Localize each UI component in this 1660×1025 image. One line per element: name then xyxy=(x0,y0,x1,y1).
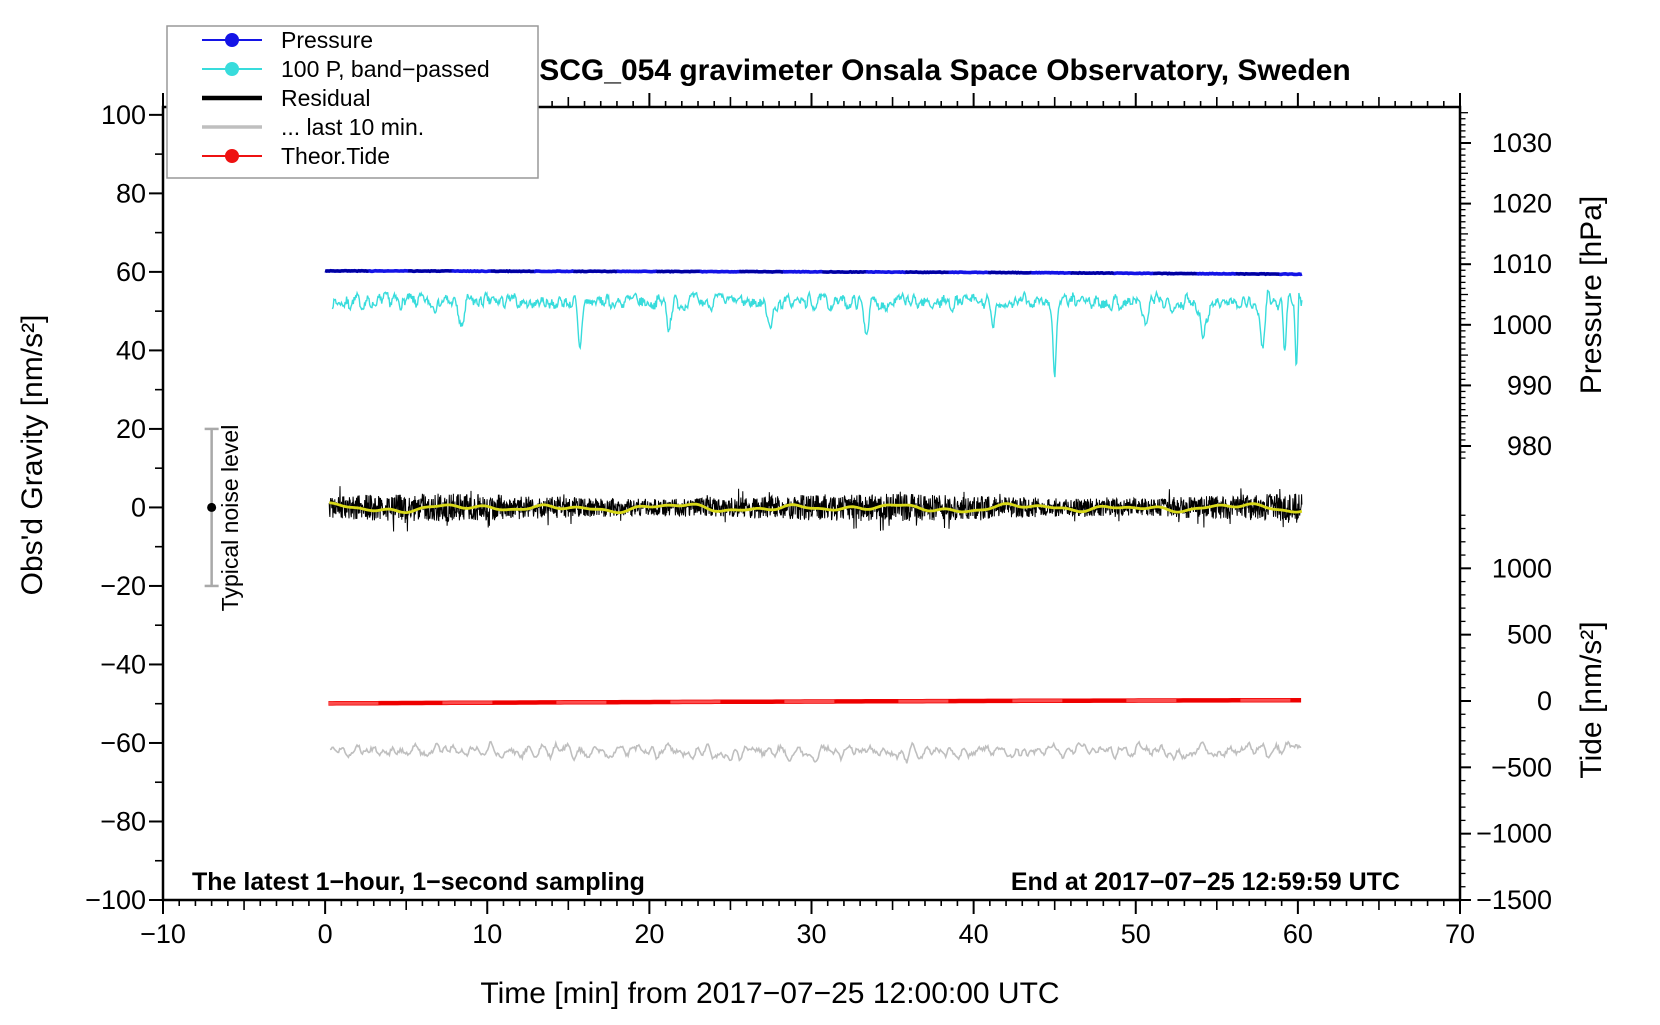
legend-sample-marker xyxy=(225,62,239,76)
x-tick-label: 70 xyxy=(1445,919,1475,949)
x-tick-label: 30 xyxy=(796,919,826,949)
pressure-axis-title: Pressure [hPa] xyxy=(1575,196,1608,394)
gravity-tick-label: −80 xyxy=(100,806,146,836)
end-time-annotation: End at 2017−07−25 12:59:59 UTC xyxy=(1011,868,1400,896)
x-tick-label: 60 xyxy=(1283,919,1313,949)
series-pressure xyxy=(324,268,1303,277)
x-tick-label: −10 xyxy=(140,919,186,949)
sampling-annotation: The latest 1−hour, 1−second sampling xyxy=(192,868,645,896)
gravity-tick-label: 0 xyxy=(131,492,146,522)
x-tick-label: 10 xyxy=(472,919,502,949)
x-axis-title: Time [min] from 2017−07−25 12:00:00 UTC xyxy=(480,977,1059,1010)
gravity-tick-label: 40 xyxy=(116,335,146,365)
series-band-passed xyxy=(331,289,1303,378)
series-last-10-min xyxy=(329,740,1302,764)
tide-tick-label: 0 xyxy=(1537,686,1552,716)
axis-tick-labels-layer: −10 0 10 20 30 40 50 60 70100806040200−20−40−60−… xyxy=(85,100,1552,949)
legend-item-label: ... last 10 min. xyxy=(281,114,424,140)
tide-axis-title: Tide [nm/s²] xyxy=(1575,621,1608,778)
gravity-tick-label: 80 xyxy=(116,178,146,208)
gravity-tick-label: −40 xyxy=(100,649,146,679)
noise-error-bar xyxy=(204,427,219,588)
tide-tick-label: 1000 xyxy=(1492,553,1552,583)
pressure-tick-label: 1000 xyxy=(1492,310,1552,340)
legend-sample-marker xyxy=(225,33,239,47)
gravity-axis-title: Obs'd Gravity [nm/s²] xyxy=(16,315,49,596)
chart-title: SCG_054 gravimeter Onsala Space Observat… xyxy=(539,54,1351,87)
tide-tick-label: −500 xyxy=(1491,752,1552,782)
legend-item-label: Theor.Tide xyxy=(281,143,390,169)
gravity-tick-label: −20 xyxy=(100,571,146,601)
series-theor-tide-markers xyxy=(328,698,1302,705)
legend-sample-marker xyxy=(225,149,239,163)
gravity-tick-label: 20 xyxy=(116,414,146,444)
pressure-tick-label: 1020 xyxy=(1492,189,1552,219)
gravity-tick-label: −100 xyxy=(85,885,146,915)
noise-bar-center-dot xyxy=(207,502,217,512)
gravity-tick-label: −60 xyxy=(100,728,146,758)
legend-item: 100 P, band−passed xyxy=(202,56,490,82)
pressure-tick-label: 990 xyxy=(1507,370,1552,400)
x-tick-label: 50 xyxy=(1121,919,1151,949)
x-tick-label: 40 xyxy=(959,919,989,949)
legend: Pressure 100 P, band−passed Residual ... la… xyxy=(166,25,539,179)
series-layer xyxy=(324,268,1303,764)
legend-item-label: Residual xyxy=(281,85,371,111)
legend-item: Residual xyxy=(202,85,371,111)
tide-tick-label: 500 xyxy=(1507,620,1552,650)
pressure-tick-label: 1010 xyxy=(1492,249,1552,279)
x-tick-label: 0 xyxy=(318,919,333,949)
tide-tick-label: −1500 xyxy=(1476,885,1552,915)
x-tick-label: 20 xyxy=(634,919,664,949)
legend-item-label: Pressure xyxy=(281,27,373,53)
legend-item-label: 100 P, band−passed xyxy=(281,56,490,82)
pressure-tick-label: 980 xyxy=(1507,431,1552,461)
gravity-tick-label: 60 xyxy=(116,257,146,287)
pressure-tick-label: 1030 xyxy=(1492,128,1552,158)
legend-item: Pressure xyxy=(202,27,373,53)
tide-tick-label: −1000 xyxy=(1476,819,1552,849)
legend-item: Theor.Tide xyxy=(202,143,390,169)
noise-level-label: Typical noise level xyxy=(217,425,243,612)
axis-ticks-layer xyxy=(149,93,1471,914)
gravity-tick-label: 100 xyxy=(101,100,146,130)
legend-item: ... last 10 min. xyxy=(202,114,424,140)
series-residual-smoothed xyxy=(329,501,1303,515)
noise-bar-layer xyxy=(204,427,219,588)
